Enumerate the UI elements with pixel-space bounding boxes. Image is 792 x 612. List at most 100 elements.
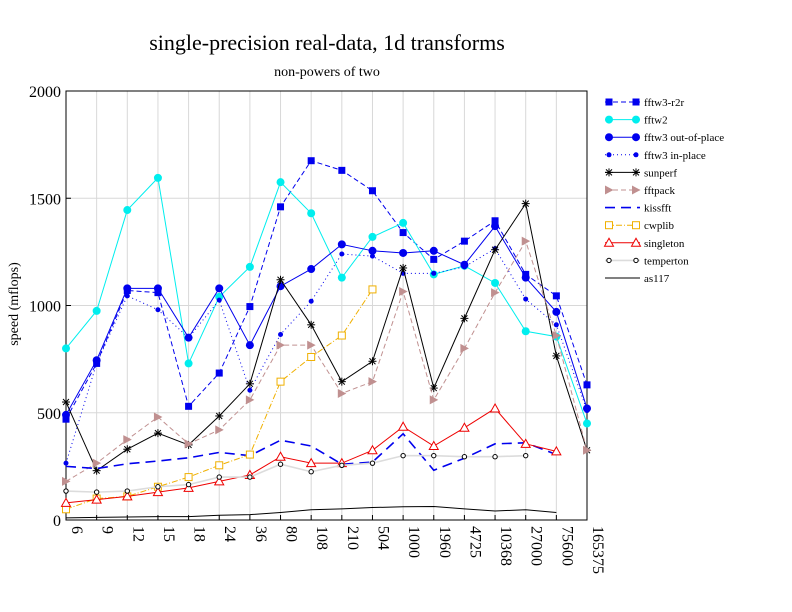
data-point [121,490,133,501]
data-point [155,307,161,313]
data-point [399,263,408,272]
y-tick-label: 0 [53,513,61,530]
legend-label: singleton [644,238,685,250]
data-point [520,438,532,448]
data-point [123,206,132,215]
series-sunperf [62,199,591,475]
legend-label: sunperf [644,167,677,179]
data-point [123,284,132,293]
series-line [65,505,557,519]
data-point [492,454,498,460]
data-point [632,133,640,142]
data-point [184,439,194,449]
data-point [123,435,132,445]
data-point [216,297,222,303]
data-point [491,217,499,225]
data-point [368,246,377,255]
data-point [153,173,162,182]
series-line [65,432,557,472]
data-point [245,450,254,459]
series-fftw3-out-of-place [62,222,591,419]
legend-entry: fftw3 in-place [605,150,706,162]
data-point [633,152,639,158]
data-point [153,412,163,422]
data-point [461,264,467,270]
series-singleton [60,402,562,507]
data-point [307,265,316,274]
data-point [430,255,438,263]
data-point [397,421,409,431]
data-point [632,168,640,177]
legend-entry: fftw3-r2r [605,97,684,109]
legend: fftw3-r2r fftw2 fftw3 out-of-place fftw3 in… [603,97,724,285]
data-point [215,425,224,435]
data-point [367,444,378,455]
data-point [275,451,286,461]
legend-entry: kissfft [605,203,671,215]
x-tick-label: 80 [283,526,300,542]
data-point [307,340,316,350]
legend-entry: sunperf [605,167,677,179]
plot-frame [65,90,588,521]
data-point [62,415,70,423]
x-tick-label: 18 [191,526,208,542]
series-line [65,202,588,472]
data-point [307,157,315,165]
data-point [605,98,613,106]
legend-entry: fftw2 [605,115,668,127]
data-point [92,306,101,315]
legend-entry: as117 [605,273,670,285]
data-point [184,473,193,482]
data-point [215,461,224,470]
data-point [368,377,377,387]
data-point [491,288,500,298]
data-point [606,257,612,264]
data-point [62,476,71,486]
data-point [247,387,253,393]
data-point [339,251,345,257]
data-point [552,307,561,316]
data-point [185,402,193,410]
data-point [215,369,223,377]
data-point [368,187,376,195]
legend-entry: temperton [605,255,689,267]
x-tick-label: 75600 [558,526,575,566]
chart-subtitle: non-powers of two [274,65,380,80]
data-point [307,320,316,329]
data-point [184,359,193,368]
data-point [460,343,469,353]
data-point [368,357,377,366]
data-point [245,395,255,405]
data-point [429,395,439,405]
data-point [246,303,254,311]
data-point [245,379,254,388]
data-point [276,377,285,386]
data-point [605,115,613,124]
data-point [632,185,641,195]
data-point [605,221,613,230]
data-point [632,98,640,106]
data-point [278,331,284,337]
data-point [553,322,559,328]
legend-label: kissfft [644,203,671,215]
data-point [583,381,591,389]
data-point [552,351,561,360]
data-point [215,284,224,293]
x-tick-label: 1960 [436,526,453,558]
data-point [431,452,437,459]
data-point [399,218,408,227]
data-point [124,488,130,494]
data-point [123,445,132,454]
data-point [307,352,316,361]
data-point [154,289,162,297]
data-point [308,469,314,475]
data-point [337,331,346,340]
data-point [491,222,500,231]
data-point [337,377,346,386]
x-tick-label: 36 [252,526,269,542]
data-point [62,410,70,419]
y-tick-label: 2000 [29,84,61,101]
data-point [186,335,192,341]
data-point [213,475,225,486]
data-point [94,360,100,366]
